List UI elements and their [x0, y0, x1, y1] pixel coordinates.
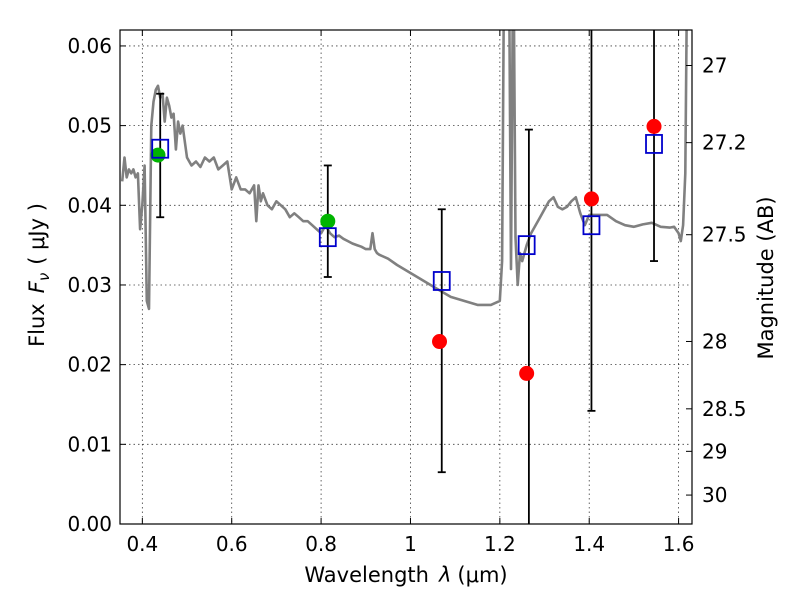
x-axis-label: Wavelength λ (μm): [304, 563, 507, 587]
x-tick-label: 0.6: [216, 532, 248, 556]
y-tick-label: 0.02: [67, 353, 112, 377]
model-square-point: [432, 271, 451, 291]
x-tick-label: 0.8: [305, 532, 337, 556]
x-tick-label: 0.4: [126, 532, 158, 556]
y-tick-label: 0.03: [67, 273, 112, 297]
data-markers-group: [150, 118, 663, 381]
y-tick-label: 0.05: [67, 114, 112, 138]
x-axis-label-unit: (μm): [457, 563, 507, 587]
plot-frame: [119, 29, 693, 525]
y-axis-label-subscript: ν: [35, 273, 53, 281]
y2-tick-label: 27.2: [702, 131, 747, 155]
observed-circle-point: [646, 118, 662, 134]
x-axis-label-symbol: λ: [438, 563, 451, 587]
template-spectrum-line: [120, 30, 692, 311]
y-tick-label: 0.04: [67, 193, 112, 217]
grid: [120, 30, 692, 525]
y2-tick-label: 27.5: [702, 223, 747, 247]
observed-circle-point: [519, 365, 535, 381]
model-square-point: [318, 227, 337, 248]
x-tick-label: 1.4: [573, 532, 605, 556]
x-tick-label: 1.6: [663, 532, 695, 556]
y-axis-label: Flux Fν ( μJy ): [25, 203, 53, 347]
y-tick-label: 0.00: [67, 512, 112, 536]
observed-circle-point: [432, 334, 448, 350]
y2-tick-label: 29: [702, 439, 727, 463]
y2-tick-label: 28: [702, 329, 727, 353]
x-tick-label: 1.2: [484, 532, 516, 556]
model-square-point: [151, 138, 170, 159]
observed-circle-point: [583, 191, 599, 207]
axis-ticks-group: 0.4 0.6 0.8 1 1.2 1.4 1.6 0.00 0.01 0.02 0.03 0.04 0…: [67, 30, 747, 556]
y-axis-label-text: Flux: [25, 303, 49, 347]
y2-tick-label: 28.5: [702, 397, 747, 421]
y-tick-label: 0.06: [67, 34, 112, 58]
model-square-point: [517, 235, 536, 256]
template-spectrum-group: [120, 30, 692, 311]
y-tick-label: 0.01: [67, 432, 112, 456]
y2-tick-label: 30: [702, 483, 727, 507]
observed-circle-point: [320, 213, 336, 229]
x-tick-label: 1: [404, 532, 417, 556]
model-square-point: [582, 215, 601, 236]
y-axis-label-symbol: F: [25, 280, 49, 293]
model-square-point: [645, 134, 663, 154]
y2-axis-label: Magnitude (AB): [754, 196, 778, 359]
y2-tick-label: 27: [702, 54, 727, 78]
x-axis-label-text: Wavelength: [304, 563, 429, 587]
y-axis-label-unit: ( μJy ): [25, 203, 49, 265]
